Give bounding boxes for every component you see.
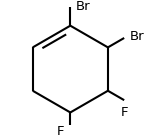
Text: F: F — [120, 106, 128, 119]
Text: Br: Br — [130, 30, 145, 43]
Text: F: F — [57, 125, 64, 137]
Text: Br: Br — [76, 0, 91, 13]
